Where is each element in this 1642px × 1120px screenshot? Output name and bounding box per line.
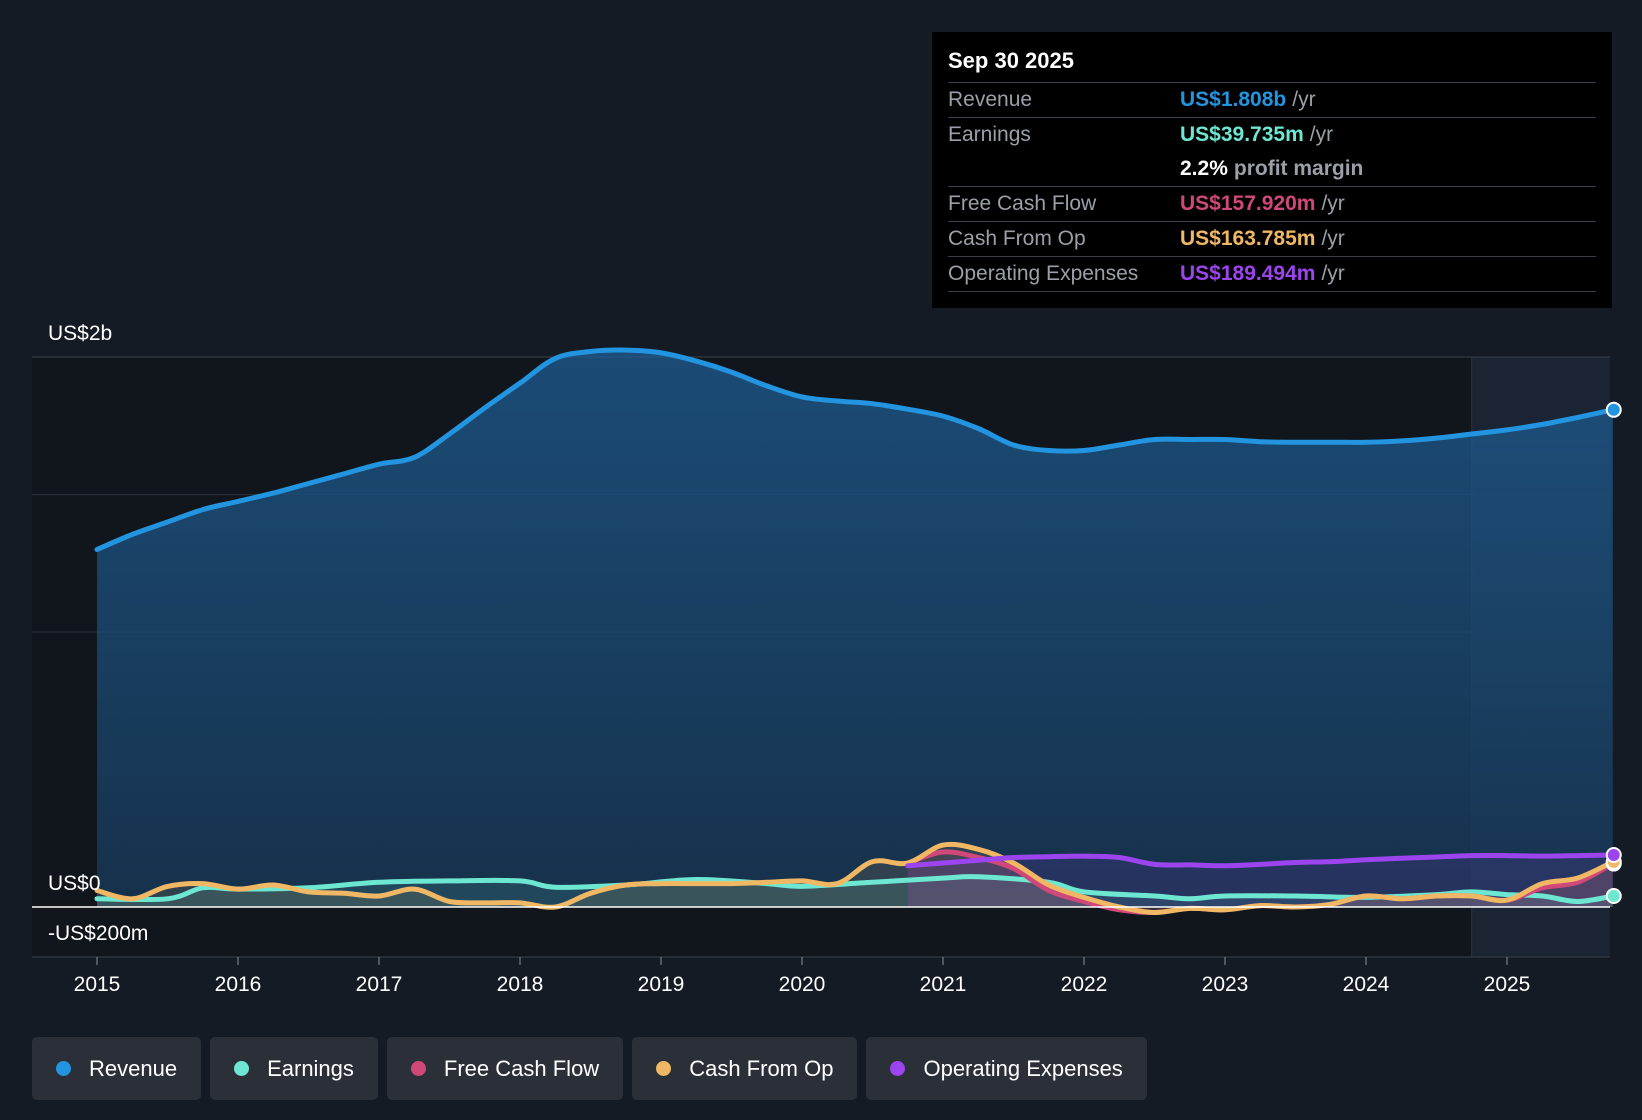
legend-label-revenue: Revenue	[89, 1056, 177, 1082]
x-tick-label: 2021	[920, 973, 967, 996]
tooltip-cfo-suffix: /yr	[1321, 222, 1344, 256]
x-tick-label: 2015	[74, 973, 121, 996]
tooltip-opex-suffix: /yr	[1321, 257, 1344, 291]
legend-item-earnings[interactable]: Earnings	[210, 1037, 378, 1100]
tooltip-earnings-label: Earnings	[948, 118, 1180, 152]
legend-dot-earnings-icon	[234, 1061, 249, 1076]
x-tick-label: 2018	[497, 973, 544, 996]
tooltip-fcf-suffix: /yr	[1321, 187, 1344, 221]
legend-dot-operating-expenses-icon	[890, 1061, 905, 1076]
x-tick-label: 2025	[1484, 973, 1531, 996]
legend: Revenue Earnings Free Cash Flow Cash Fro…	[32, 1037, 1147, 1100]
x-tick-label: 2019	[638, 973, 685, 996]
legend-item-revenue[interactable]: Revenue	[32, 1037, 201, 1100]
tooltip: Sep 30 2025 Revenue US$1.808b /yr Earnin…	[932, 32, 1612, 308]
x-tick-label: 2023	[1202, 973, 1249, 996]
tooltip-cfo-row: Cash From Op US$163.785m /yr	[948, 222, 1596, 257]
operating-expenses-end-point	[1607, 848, 1621, 862]
tooltip-opex-label: Operating Expenses	[948, 257, 1180, 291]
tooltip-opex-value: US$189.494m	[1180, 257, 1315, 291]
tooltip-earnings-row: Earnings US$39.735m /yr	[948, 118, 1596, 152]
tooltip-fcf-label: Free Cash Flow	[948, 187, 1180, 221]
legend-label-free-cash-flow: Free Cash Flow	[444, 1056, 599, 1082]
y-tick-label-top: US$2b	[48, 322, 112, 345]
tooltip-earnings-value: US$39.735m	[1180, 118, 1304, 152]
tooltip-margin-value: 2.2%	[1180, 152, 1228, 186]
legend-label-earnings: Earnings	[267, 1056, 354, 1082]
tooltip-fcf-value: US$157.920m	[1180, 187, 1315, 221]
tooltip-margin-row: 2.2% profit margin	[948, 152, 1596, 187]
tooltip-opex-row: Operating Expenses US$189.494m /yr	[948, 257, 1596, 292]
tooltip-revenue-suffix: /yr	[1292, 83, 1315, 117]
legend-item-cash-from-op[interactable]: Cash From Op	[632, 1037, 857, 1100]
y-tick-label-zero: US$0	[48, 872, 101, 895]
legend-label-cash-from-op: Cash From Op	[689, 1056, 833, 1082]
tooltip-margin-spacer	[948, 152, 1180, 186]
revenue-end-point	[1607, 403, 1621, 417]
x-tick-label: 2017	[356, 973, 403, 996]
y-tick-label-bottom: -US$200m	[48, 922, 148, 945]
legend-dot-free-cash-flow-icon	[411, 1061, 426, 1076]
x-tick-label: 2024	[1343, 973, 1390, 996]
legend-item-operating-expenses[interactable]: Operating Expenses	[866, 1037, 1146, 1100]
x-tick-label: 2020	[779, 973, 826, 996]
tooltip-earnings-suffix: /yr	[1310, 118, 1333, 152]
tooltip-revenue-label: Revenue	[948, 83, 1180, 117]
tooltip-cfo-value: US$163.785m	[1180, 222, 1315, 256]
earnings-end-point	[1607, 889, 1621, 903]
tooltip-revenue-row: Revenue US$1.808b /yr	[948, 83, 1596, 118]
legend-dot-cash-from-op-icon	[656, 1061, 671, 1076]
legend-dot-revenue-icon	[56, 1061, 71, 1076]
tooltip-revenue-value: US$1.808b	[1180, 83, 1286, 117]
legend-label-operating-expenses: Operating Expenses	[923, 1056, 1122, 1082]
tooltip-cfo-label: Cash From Op	[948, 222, 1180, 256]
tooltip-margin-label: profit margin	[1234, 152, 1364, 186]
x-tick-label: 2022	[1061, 973, 1108, 996]
tooltip-date: Sep 30 2025	[948, 46, 1596, 83]
legend-item-free-cash-flow[interactable]: Free Cash Flow	[387, 1037, 623, 1100]
x-tick-label: 2016	[215, 973, 262, 996]
tooltip-fcf-row: Free Cash Flow US$157.920m /yr	[948, 187, 1596, 222]
